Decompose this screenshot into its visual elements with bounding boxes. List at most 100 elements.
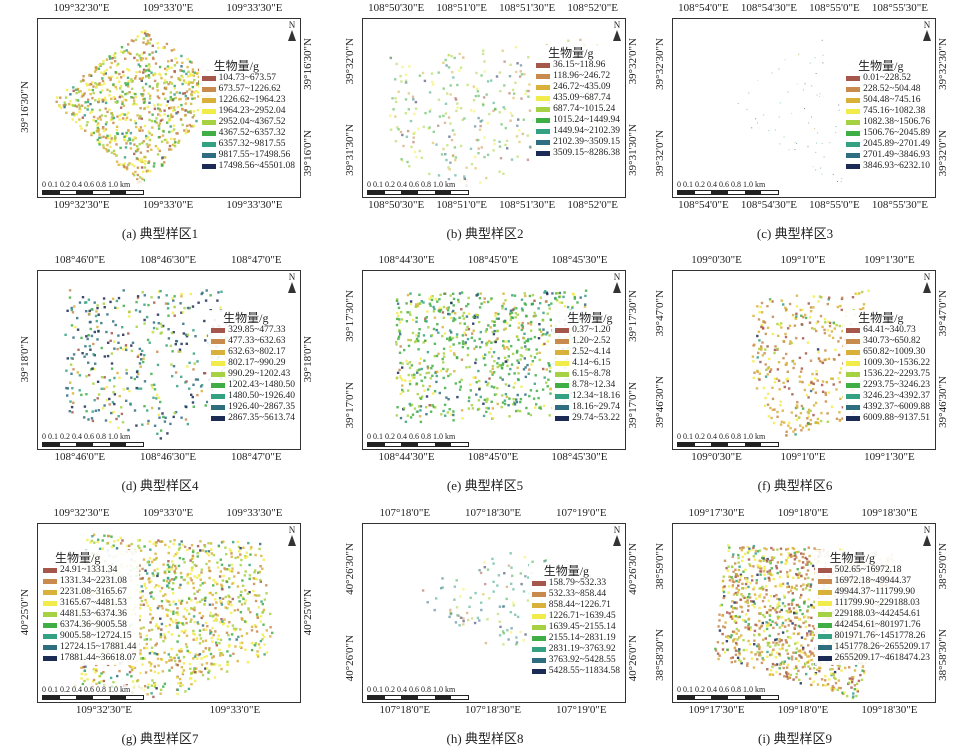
raster-cell xyxy=(162,47,164,49)
raster-cell xyxy=(431,365,433,367)
raster-cell xyxy=(116,129,118,131)
raster-cell xyxy=(103,71,105,73)
raster-cell xyxy=(482,355,484,357)
legend-range: 0.01~228.52 xyxy=(863,73,911,84)
raster-cell xyxy=(484,70,486,72)
legend-title: 生物量/g xyxy=(858,59,930,73)
raster-cell xyxy=(789,303,791,305)
raster-cell xyxy=(446,307,448,309)
legend-item: 1926.40~2867.35 xyxy=(211,402,295,413)
raster-cell xyxy=(177,613,179,615)
raster-cell xyxy=(455,621,457,623)
raster-cell xyxy=(474,592,476,594)
raster-cell xyxy=(424,112,426,114)
raster-cell xyxy=(815,370,817,372)
raster-cell xyxy=(103,147,105,149)
raster-cell xyxy=(97,397,99,399)
raster-cell xyxy=(808,302,810,304)
raster-cell xyxy=(452,419,454,421)
raster-cell xyxy=(171,633,173,635)
raster-cell xyxy=(195,378,197,380)
raster-cell xyxy=(493,324,495,326)
raster-cell xyxy=(515,636,517,638)
raster-cell xyxy=(171,375,173,377)
raster-cell xyxy=(801,567,803,569)
legend-item: 3763.92~5428.55 xyxy=(532,655,620,666)
raster-cell xyxy=(71,309,73,311)
raster-cell xyxy=(119,96,121,98)
raster-cell xyxy=(431,72,433,74)
raster-cell xyxy=(263,643,265,645)
raster-cell xyxy=(103,680,105,682)
raster-cell xyxy=(484,354,486,356)
raster-cell xyxy=(520,64,522,66)
raster-cell xyxy=(108,94,110,96)
raster-cell xyxy=(159,66,161,68)
raster-cell xyxy=(164,156,166,158)
raster-cell xyxy=(183,307,185,309)
raster-cell xyxy=(190,577,192,579)
raster-cell xyxy=(396,414,398,416)
raster-cell xyxy=(509,64,511,66)
raster-cell xyxy=(168,566,170,568)
biomass-map: N 0 0.1 0.2 0.4 0.6 0.8 1.0 km 生物量/g 158… xyxy=(362,523,626,703)
raster-cell xyxy=(768,415,770,417)
raster-cell xyxy=(183,129,185,131)
raster-cell xyxy=(238,550,240,552)
raster-cell xyxy=(819,96,820,97)
raster-cell xyxy=(100,680,102,682)
raster-cell xyxy=(118,377,120,379)
raster-cell xyxy=(763,387,765,389)
raster-cell xyxy=(146,643,148,645)
raster-cell xyxy=(778,69,779,70)
raster-cell xyxy=(761,311,763,313)
raster-cell xyxy=(192,630,194,632)
raster-cell xyxy=(818,670,820,672)
raster-cell xyxy=(394,115,396,117)
raster-cell xyxy=(102,407,104,409)
raster-cell xyxy=(524,345,526,347)
raster-cell xyxy=(259,543,261,545)
raster-cell xyxy=(177,664,179,666)
raster-cell xyxy=(114,57,116,59)
raster-cell xyxy=(63,106,65,108)
raster-cell xyxy=(205,563,207,565)
raster-cell xyxy=(162,416,164,418)
raster-cell xyxy=(787,371,789,373)
raster-cell xyxy=(419,374,421,376)
legend-swatch xyxy=(202,131,216,136)
raster-cell xyxy=(804,389,806,391)
raster-cell xyxy=(504,299,506,301)
raster-cell xyxy=(172,582,174,584)
raster-cell xyxy=(84,114,86,116)
raster-cell xyxy=(174,145,176,147)
raster-cell xyxy=(799,381,801,383)
raster-cell xyxy=(532,360,534,362)
raster-cell xyxy=(440,370,442,372)
raster-cell xyxy=(223,618,225,620)
raster-cell xyxy=(168,571,170,573)
raster-cell xyxy=(791,411,793,413)
raster-cell xyxy=(839,110,840,111)
raster-cell xyxy=(180,343,182,345)
raster-cell xyxy=(123,162,125,164)
raster-cell xyxy=(813,328,815,330)
raster-cell xyxy=(502,50,504,52)
legend-swatch xyxy=(555,416,569,421)
raster-cell xyxy=(199,642,201,644)
raster-cell xyxy=(69,410,71,412)
scale-label: 0 0.1 0.2 0.4 0.6 0.8 1.0 km xyxy=(367,180,469,189)
legend-range: 532.33~858.44 xyxy=(549,589,606,600)
raster-cell xyxy=(728,550,730,552)
raster-cell xyxy=(802,427,804,429)
raster-cell xyxy=(79,106,81,108)
legend-range: 650.82~1009.30 xyxy=(863,347,925,358)
legend-swatch xyxy=(532,592,546,597)
raster-cell xyxy=(767,393,769,395)
raster-cell xyxy=(242,598,244,600)
raster-cell xyxy=(536,353,538,355)
raster-cell xyxy=(89,321,91,323)
raster-cell xyxy=(505,308,507,310)
